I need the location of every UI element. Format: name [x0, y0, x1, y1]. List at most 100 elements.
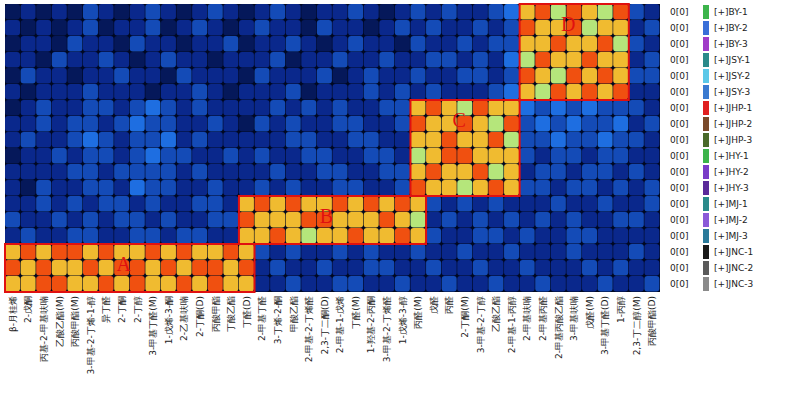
cell	[130, 276, 145, 291]
cell	[99, 260, 114, 275]
cell	[395, 212, 410, 227]
cell	[239, 196, 254, 211]
cell	[582, 148, 597, 163]
cell	[301, 212, 316, 227]
cell	[488, 180, 503, 195]
cell	[504, 244, 519, 259]
cell	[535, 132, 550, 147]
cell	[145, 244, 160, 259]
cell	[177, 276, 192, 291]
cell	[52, 116, 67, 131]
cell	[5, 132, 20, 147]
cell	[520, 148, 535, 163]
cell	[629, 212, 644, 227]
row-note: 0[0]	[670, 39, 688, 49]
cell	[395, 244, 410, 259]
cell	[21, 4, 36, 19]
cell	[535, 36, 550, 51]
cell	[114, 148, 129, 163]
cell	[551, 164, 566, 179]
cell	[504, 164, 519, 179]
cell	[629, 244, 644, 259]
cell	[161, 68, 176, 83]
cell	[83, 244, 98, 259]
cell	[629, 164, 644, 179]
cell	[364, 228, 379, 243]
cell	[21, 68, 36, 83]
cell	[223, 4, 238, 19]
row-note: 0[0]	[670, 23, 688, 33]
cell	[410, 52, 425, 67]
cell	[535, 196, 550, 211]
cell	[177, 244, 192, 259]
cell	[442, 228, 457, 243]
row-swatch	[703, 21, 709, 35]
cell	[52, 212, 67, 227]
cell	[333, 148, 348, 163]
cell	[99, 52, 114, 67]
cell	[410, 116, 425, 131]
cell	[551, 132, 566, 147]
cell	[457, 52, 472, 67]
cell	[598, 164, 613, 179]
cell	[333, 132, 348, 147]
cell	[145, 20, 160, 35]
cell	[130, 4, 145, 19]
cell	[348, 260, 363, 275]
cell	[598, 100, 613, 115]
cell	[21, 260, 36, 275]
cell	[67, 116, 82, 131]
cell	[520, 196, 535, 211]
background	[0, 0, 800, 400]
cell	[364, 100, 379, 115]
cell	[410, 132, 425, 147]
cell	[301, 116, 316, 131]
cell	[36, 68, 51, 83]
cell	[520, 228, 535, 243]
cell	[410, 20, 425, 35]
cell	[301, 148, 316, 163]
cell	[598, 68, 613, 83]
cell	[255, 228, 270, 243]
cell	[457, 180, 472, 195]
cell	[192, 196, 207, 211]
cell	[255, 260, 270, 275]
cell	[286, 84, 301, 99]
cell	[255, 52, 270, 67]
chart: ABCDβ-月桂烯2-戊酮丙基-2-甲基呋喃乙酸乙酯(M)丙酸甲酯(M)3-甲基…	[0, 0, 800, 400]
cell	[114, 180, 129, 195]
cell	[270, 132, 285, 147]
cell	[629, 4, 644, 19]
cell	[223, 52, 238, 67]
cell	[535, 116, 550, 131]
cell	[286, 148, 301, 163]
cell	[644, 36, 659, 51]
cell	[286, 116, 301, 131]
cell	[488, 4, 503, 19]
cell	[457, 148, 472, 163]
cell	[551, 100, 566, 115]
row-label: [+]JSY-3	[714, 87, 750, 97]
cell	[535, 20, 550, 35]
cell	[520, 164, 535, 179]
cell	[99, 100, 114, 115]
row-label: [+]HY-2	[714, 167, 749, 177]
cell	[598, 212, 613, 227]
cell	[192, 52, 207, 67]
column-label: 丁醛(D)	[242, 296, 252, 328]
cell	[333, 4, 348, 19]
cell	[488, 244, 503, 259]
cell	[395, 180, 410, 195]
cell	[473, 20, 488, 35]
cell	[488, 100, 503, 115]
cell	[379, 4, 394, 19]
cell	[348, 132, 363, 147]
cell	[426, 276, 441, 291]
cell	[582, 260, 597, 275]
cell	[52, 196, 67, 211]
cell	[67, 52, 82, 67]
cell	[286, 276, 301, 291]
row-label: [+]HY-1	[714, 151, 749, 161]
cell	[223, 68, 238, 83]
cell	[520, 132, 535, 147]
